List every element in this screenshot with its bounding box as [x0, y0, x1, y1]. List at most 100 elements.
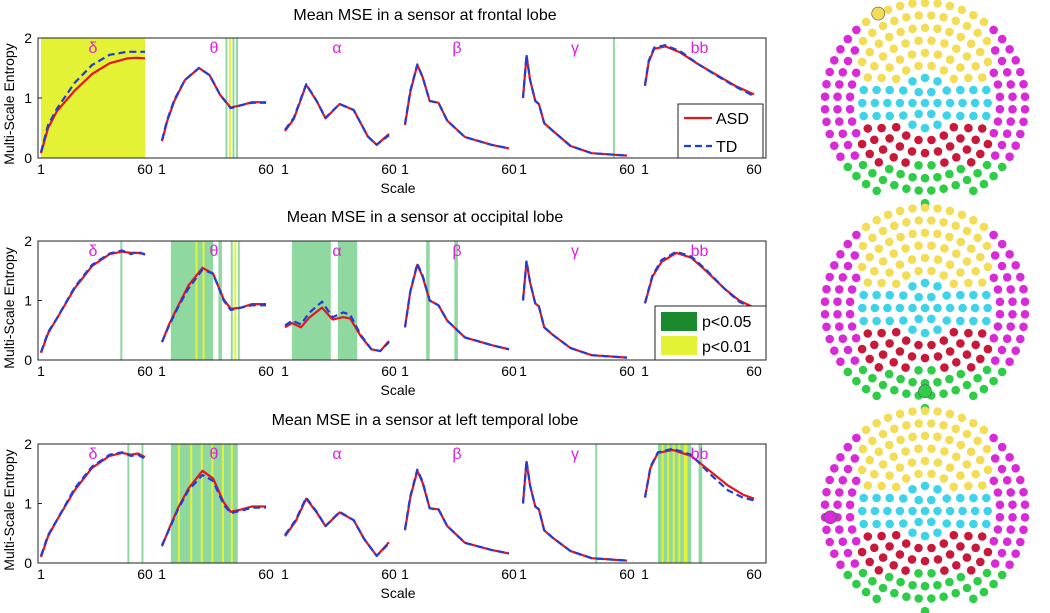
sensor-dot: [966, 566, 976, 575]
sensor-dot: [952, 153, 961, 162]
sensor-dot: [956, 290, 965, 300]
sensor-dot: [939, 336, 949, 345]
sensor-dot: [976, 47, 985, 57]
sensor-dot: [825, 475, 834, 485]
sensor-dot: [872, 215, 881, 225]
sensor-dot: [914, 314, 923, 324]
sensor-dot: [850, 559, 860, 568]
sensor-dot: [858, 365, 868, 375]
sensor-dot: [927, 36, 936, 45]
sensor-dot: [1020, 513, 1030, 522]
sensor-dot: [874, 39, 884, 48]
sensor-dot: [852, 579, 861, 589]
sensor-dot: [850, 356, 860, 365]
sensor-dot: [838, 273, 848, 282]
sensor-dot: [989, 536, 999, 546]
x-tick-label: 1: [158, 566, 166, 582]
sensor-dot: [872, 186, 881, 196]
y-axis-label-row1: Multi-Scale Entropy: [1, 43, 17, 164]
sensor-dot: [942, 519, 951, 528]
sensor-dot: [902, 184, 911, 193]
sensor-dot: [942, 291, 951, 300]
sensor-dot: [838, 129, 848, 138]
sensor-dot: [858, 444, 868, 454]
sensor-dot: [995, 512, 1005, 522]
sensor-dot: [914, 543, 923, 553]
sensor-dot: [836, 152, 845, 161]
sensor-dot: [949, 74, 959, 84]
sensor-dot: [964, 481, 973, 491]
panel-bb: bb 1 60: [641, 40, 762, 177]
sensor-dot: [933, 50, 943, 59]
sensor-dot: [983, 57, 993, 67]
sensor-layout-map-2: [820, 203, 1030, 413]
sensor-dot: [1019, 487, 1028, 497]
sensor-dot: [901, 158, 910, 167]
sensor-dot: [945, 577, 954, 587]
sensor-dot: [859, 111, 868, 121]
x-tick-label: 1: [158, 161, 166, 177]
sensor-dot: [889, 44, 898, 53]
sensor-dot: [899, 316, 908, 325]
sensor-dot: [851, 476, 861, 486]
sensor-dot: [914, 569, 923, 578]
sensor-dot: [979, 384, 989, 394]
sensor-dot: [979, 179, 989, 189]
x-axis-label: Scale: [380, 585, 415, 601]
series-line-td: [643, 447, 755, 502]
sensor-dot: [896, 232, 905, 242]
sensor-dot: [956, 268, 965, 277]
sensor-dot: [830, 261, 839, 270]
sensor-dot: [973, 436, 982, 446]
sensor-dot: [885, 519, 894, 529]
sensor-dot: [1002, 476, 1012, 485]
sensor-dot: [927, 469, 936, 479]
sensor-dot: [914, 594, 923, 603]
sensor-dot: [833, 500, 842, 510]
significance-band: [698, 444, 703, 563]
legend-label-p01: p<0.01: [702, 339, 751, 356]
sensor-dot: [920, 456, 930, 466]
sensor-dot: [969, 10, 978, 20]
sensor-dot: [820, 105, 830, 114]
sensor-dot: [956, 369, 966, 379]
sensor-dot: [956, 164, 966, 174]
sensor-dot: [868, 233, 877, 243]
sensor-dot: [843, 34, 853, 44]
sensor-dot: [1011, 549, 1020, 558]
panel-bb: bb 1 60: [641, 243, 762, 379]
sensor-dot: [956, 572, 966, 582]
sensor-dot: [939, 271, 949, 280]
sensor-dot: [885, 471, 894, 480]
panel-α: α 1 60: [281, 446, 397, 582]
sensor-dot: [977, 329, 987, 338]
sensor-dot: [847, 488, 857, 497]
sensor-dot: [914, 266, 923, 276]
sensor-dot: [1019, 284, 1028, 294]
sensor-dot: [825, 67, 834, 77]
sensor-dot: [822, 322, 831, 332]
sensor-dot: [951, 16, 960, 26]
sensor-dot: [927, 241, 936, 250]
sensor-dot: [914, 495, 923, 505]
sensor-dot: [969, 391, 978, 401]
significance-band: [202, 241, 205, 360]
sensor-dot: [825, 334, 834, 344]
sensor-dot: [1020, 297, 1030, 307]
sensor-dot: [971, 135, 980, 145]
sensor-dot: [833, 297, 842, 307]
sensor-dot: [951, 588, 960, 598]
x-tick-label: 60: [258, 566, 274, 582]
sensor-dot: [865, 455, 874, 465]
sensor-dot: [1011, 141, 1020, 150]
sensor-dot: [907, 352, 917, 361]
sensor-dot: [914, 186, 923, 195]
sensor-dot: [993, 80, 1003, 89]
sensor-dot: [859, 85, 868, 95]
sensor-dot: [995, 309, 1005, 319]
sensor-dot: [901, 39, 910, 48]
selected-sensor-marker: [871, 6, 886, 21]
sensor-dot: [863, 481, 873, 490]
sensor-dot: [843, 345, 853, 355]
sensor-dot: [850, 454, 860, 463]
